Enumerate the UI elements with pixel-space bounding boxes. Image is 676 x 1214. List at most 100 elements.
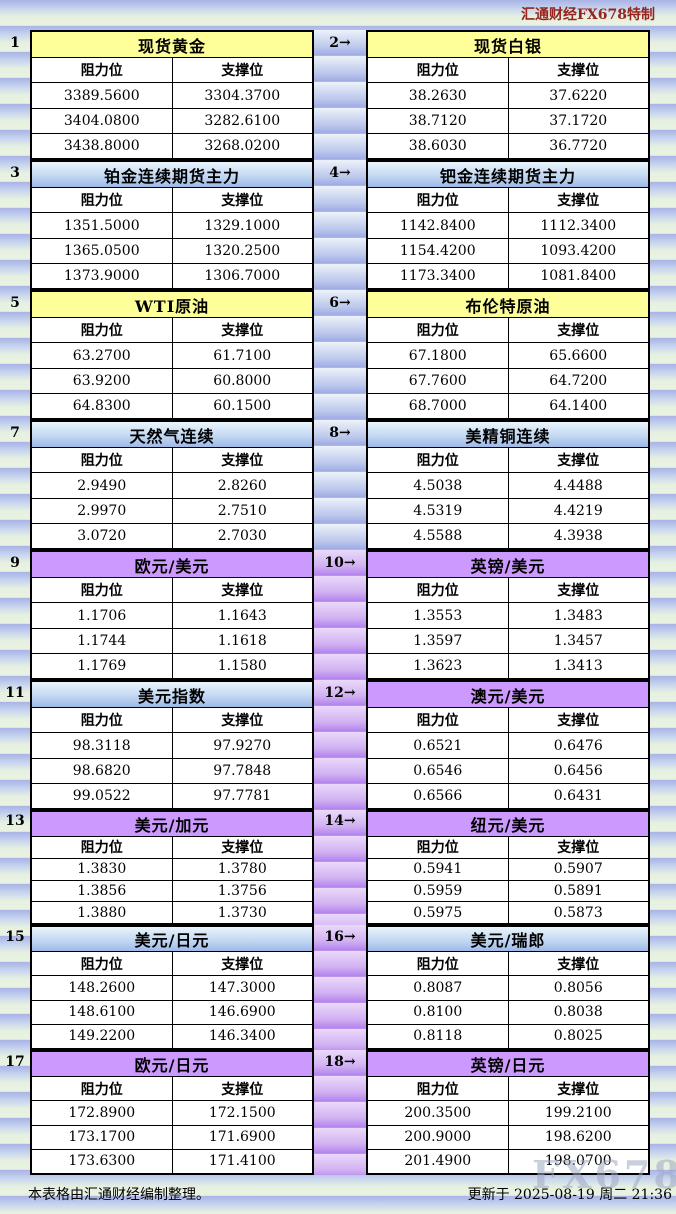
table-row: 68.7000 64.1400 (368, 392, 648, 419)
resistance-value-cell: 3.0720 (32, 522, 173, 549)
column-gap: 12→ (314, 680, 366, 810)
table-row: 2.9490 2.8260 (32, 472, 312, 498)
support-value-cell: 1.1643 (172, 602, 312, 627)
support-value-cell: 61.7100 (172, 342, 312, 367)
table-row: 98.6820 97.7848 (32, 757, 312, 783)
support-header: 支撑位 (172, 577, 312, 602)
column-gap: 16→ (314, 925, 366, 1050)
fx678-watermark: FX678 (532, 1152, 676, 1197)
table-title: 铂金连续期货主力 (32, 162, 312, 188)
table-title-text: 现货黄金 (137, 36, 206, 56)
table-title-text: 英镑/日元 (470, 1056, 546, 1076)
resistance-value-cell: 1154.4200 (368, 237, 509, 263)
row-index-label: 8→ (329, 425, 351, 441)
resistance-value-cell: 64.8300 (32, 392, 173, 419)
table-title-text: 美元指数 (137, 686, 206, 706)
column-gap: 2→ (314, 30, 366, 160)
resistance-value-cell: 3404.0800 (32, 107, 173, 133)
table-row: 149.2200 146.3400 (32, 1023, 312, 1049)
table-row: 0.8118 0.8025 (368, 1023, 648, 1049)
support-value-cell: 0.6431 (508, 782, 648, 808)
resistance-value-cell: 1.1769 (32, 652, 173, 679)
resistance-header: 阻力位 (32, 187, 173, 213)
support-value-cell: 1.3457 (508, 627, 648, 653)
table-row: 1.3830 1.3780 (32, 857, 312, 880)
resistance-value-cell: 0.6521 (368, 732, 509, 758)
resistance-value-cell: 148.2600 (32, 975, 173, 1000)
table-title-text: 天然气连续 (129, 426, 215, 446)
resistance-value-cell: 149.2200 (32, 1023, 173, 1049)
table-row: 173.1700 171.6900 (32, 1124, 312, 1149)
table-row: 1142.8400 1112.3400 (368, 212, 648, 238)
resistance-value-cell: 0.5975 (368, 901, 509, 923)
resistance-value-cell: 3438.8000 (32, 132, 173, 159)
resistance-header: 阻力位 (368, 577, 509, 603)
support-value-cell: 37.1720 (508, 107, 648, 133)
table-title: 欧元/美元 (32, 552, 312, 578)
table-row: 0.8100 0.8038 (368, 999, 648, 1024)
table-header-row: 阻力位 支撑位 (368, 317, 648, 343)
support-value-cell: 64.1400 (508, 392, 648, 418)
support-value-cell: 1.3780 (172, 857, 312, 880)
table-header-row: 阻力位 支撑位 (32, 187, 312, 213)
support-value-cell: 1320.2500 (172, 237, 312, 263)
row-index-label: 10→ (324, 555, 356, 571)
table-title-text: 欧元/美元 (134, 556, 210, 576)
support-value-cell: 147.3000 (172, 975, 312, 999)
table-row: 1.3623 1.3413 (368, 652, 648, 679)
table-title: 英镑/美元 (368, 552, 648, 578)
table-title-text: 纽元/美元 (470, 816, 546, 835)
support-value-cell: 172.1500 (172, 1100, 312, 1124)
column-gap: 8→ (314, 420, 366, 550)
resistance-value-cell: 4.5319 (368, 497, 509, 523)
table-title-text: 美元/瑞郎 (470, 931, 546, 951)
support-value-cell: 146.3400 (172, 1023, 312, 1048)
price-block: 7 天然气连续 阻力位 支撑位 2.9490 2.8260 2.9970 2.7… (0, 420, 676, 550)
price-block: 13 美元/加元 阻力位 支撑位 1.3830 1.3780 1.3856 1.… (0, 810, 676, 925)
table-row: 1.3597 1.3457 (368, 627, 648, 653)
resistance-header: 阻力位 (32, 951, 173, 976)
resistance-header: 阻力位 (32, 1076, 173, 1101)
table-row: 200.9000 198.6200 (368, 1124, 648, 1149)
table-header-row: 阻力位 支撑位 (368, 951, 648, 976)
table-blocks: 1 现货黄金 阻力位 支撑位 3389.5600 3304.3700 3404.… (0, 30, 676, 1175)
table-row: 38.6030 36.7720 (368, 132, 648, 159)
resistance-value-cell: 148.6100 (32, 999, 173, 1024)
table-title: 布伦特原油 (368, 292, 648, 318)
support-value-cell: 37.6220 (508, 82, 648, 107)
table-row: 1154.4200 1093.4200 (368, 237, 648, 263)
table-row: 1.3553 1.3483 (368, 602, 648, 628)
support-value-cell: 64.7200 (508, 367, 648, 393)
resistance-header: 阻力位 (368, 317, 509, 343)
resistance-value-cell: 1.1744 (32, 627, 173, 653)
resistance-value-cell: 1173.3400 (368, 262, 509, 289)
table-row: 4.5319 4.4219 (368, 497, 648, 523)
table-header-row: 阻力位 支撑位 (368, 577, 648, 603)
resistance-value-cell: 1142.8400 (368, 212, 509, 238)
table-header-row: 阻力位 支撑位 (368, 57, 648, 83)
row-index-label: 9 (10, 555, 20, 571)
table-row: 1.1769 1.1580 (32, 652, 312, 679)
resistance-value-cell: 1.3553 (368, 602, 509, 628)
price-table-right: 布伦特原油 阻力位 支撑位 67.1800 65.6600 67.7600 64… (366, 290, 650, 420)
table-title-text: 美元/加元 (134, 816, 210, 835)
table-row: 1365.0500 1320.2500 (32, 237, 312, 263)
table-row: 2.9970 2.7510 (32, 497, 312, 523)
table-row: 1.3880 1.3730 (32, 901, 312, 923)
support-value-cell: 36.7720 (508, 132, 648, 158)
table-row: 98.3118 97.9270 (32, 732, 312, 758)
table-title: 钯金连续期货主力 (368, 162, 648, 188)
price-block: 9 欧元/美元 阻力位 支撑位 1.1706 1.1643 1.1744 1.1… (0, 550, 676, 680)
row-index-label: 1 (10, 35, 20, 51)
support-value-cell: 1081.8400 (508, 262, 648, 288)
support-value-cell: 3304.3700 (172, 82, 312, 107)
support-value-cell: 146.6900 (172, 999, 312, 1024)
price-block: 3 铂金连续期货主力 阻力位 支撑位 1351.5000 1329.1000 1… (0, 160, 676, 290)
row-index-label: 12→ (324, 685, 356, 701)
table-title-text: 钯金连续期货主力 (439, 166, 576, 186)
support-value-cell: 1.3756 (172, 879, 312, 902)
table-row: 1173.3400 1081.8400 (368, 262, 648, 289)
price-block: 11 美元指数 阻力位 支撑位 98.3118 97.9270 98.6820 … (0, 680, 676, 810)
resistance-header: 阻力位 (368, 447, 509, 473)
